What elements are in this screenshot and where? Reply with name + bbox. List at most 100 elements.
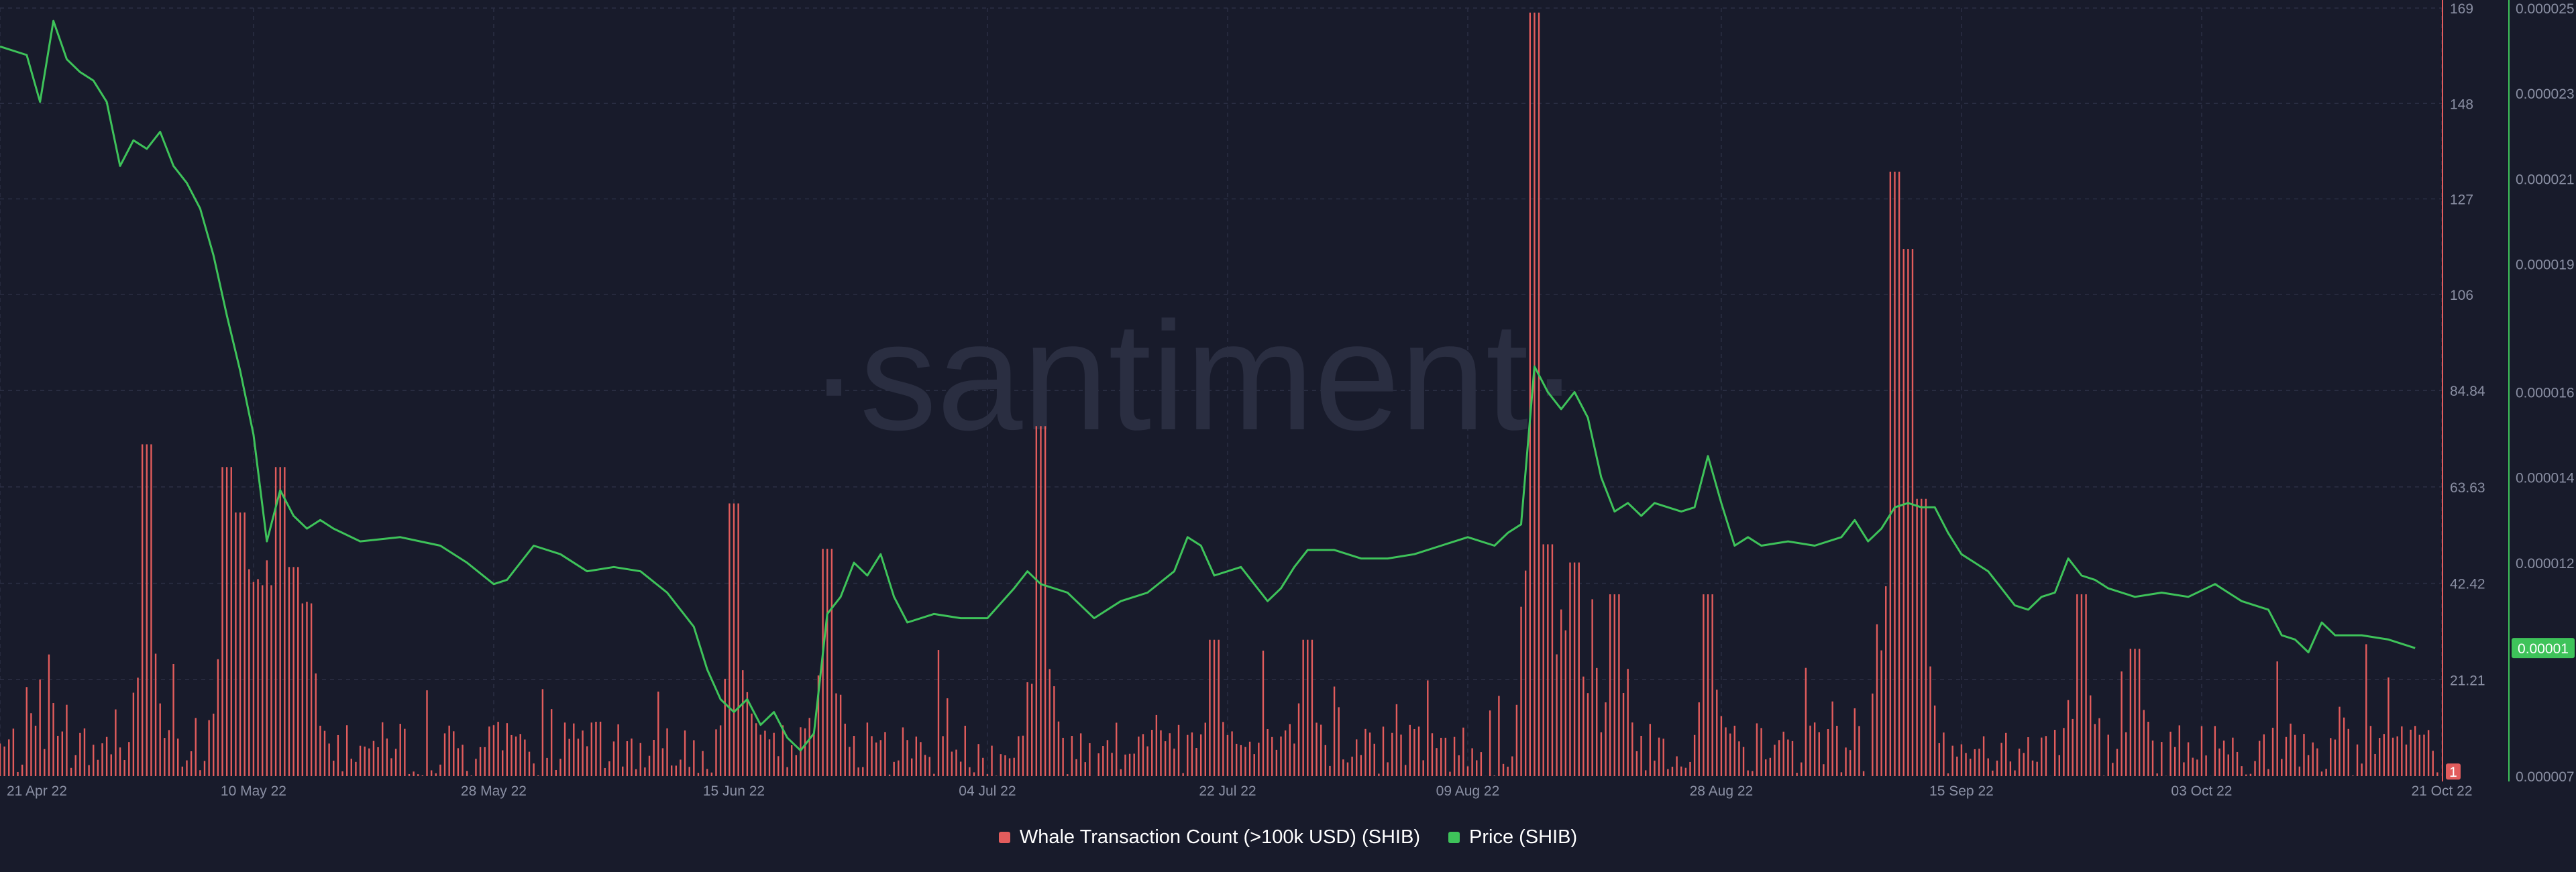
x-tick-label: 03 Oct 22 <box>2171 783 2232 799</box>
right-tick-label: 0.000025 <box>2516 1 2575 17</box>
bar <box>857 767 859 776</box>
bar <box>2161 742 2163 776</box>
bar <box>2405 744 2408 776</box>
bar <box>2347 728 2349 776</box>
bar <box>1476 760 1478 776</box>
bar <box>475 759 477 776</box>
bar <box>1618 594 1620 776</box>
bar <box>768 739 771 776</box>
bar <box>1529 12 1532 777</box>
legend-item-price[interactable]: Price (SHIB) <box>1448 826 1577 849</box>
x-tick-label: 21 Apr 22 <box>7 783 67 799</box>
bar <box>1769 757 1772 776</box>
bar <box>56 735 59 776</box>
bar <box>1938 743 1940 776</box>
bar <box>177 739 179 776</box>
bar <box>608 761 610 776</box>
bar <box>83 728 86 776</box>
bar <box>1733 725 1735 776</box>
bar <box>1667 769 1669 776</box>
bar <box>394 749 397 776</box>
bar <box>995 775 998 776</box>
bar <box>719 725 722 776</box>
bar <box>1885 586 1887 776</box>
bar <box>1360 755 1362 776</box>
bar <box>1351 757 1353 776</box>
bar <box>2285 737 2288 776</box>
bar <box>2378 738 2381 776</box>
bar <box>1738 741 1740 776</box>
bar <box>1356 739 1358 776</box>
bar <box>2325 769 2327 776</box>
bar <box>1613 594 1615 776</box>
bar <box>1515 704 1518 776</box>
bar <box>443 733 446 776</box>
bar <box>34 725 37 776</box>
right-tick-label: 0.000012 <box>2516 556 2575 571</box>
bar <box>1275 749 1278 776</box>
bar <box>688 767 690 776</box>
right-tick-label: 0.000014 <box>2516 471 2575 486</box>
legend-item-whale[interactable]: Whale Transaction Count (>100k USD) (SHI… <box>998 826 1420 849</box>
bar <box>1004 755 1006 776</box>
bar <box>306 602 308 776</box>
legend-swatch-price <box>1448 832 1460 843</box>
bar <box>724 678 726 776</box>
bar <box>0 743 1 776</box>
bar <box>1520 606 1522 776</box>
bar <box>341 771 343 776</box>
x-tick-label: 09 Aug 22 <box>1436 783 1500 799</box>
bar <box>951 751 953 776</box>
bar <box>2339 706 2341 776</box>
bar <box>1707 594 1709 776</box>
bar <box>2138 649 2141 776</box>
bar <box>2227 754 2229 776</box>
bar <box>2330 738 2332 776</box>
current-count-value: 1 <box>2449 765 2457 780</box>
bar <box>1302 639 1304 776</box>
bar <box>1449 771 1451 776</box>
bar <box>1297 703 1300 776</box>
bar <box>123 760 125 776</box>
left-tick-label: 169 <box>2450 1 2473 17</box>
legend: Whale Transaction Count (>100k USD) (SHI… <box>0 826 2576 849</box>
bar <box>1444 737 1447 776</box>
bar <box>1823 764 1825 776</box>
bar <box>497 722 499 776</box>
bar <box>617 724 619 776</box>
bar <box>1711 594 1713 776</box>
bar <box>1320 724 1322 776</box>
bar <box>2058 755 2060 776</box>
bar <box>1231 731 1233 776</box>
bar <box>1756 723 1758 776</box>
bar <box>1622 693 1625 776</box>
x-tick-label: 15 Jun 22 <box>703 783 765 799</box>
current-count-badge <box>2446 763 2461 780</box>
bar <box>2000 743 2002 776</box>
legend-label-price: Price (SHIB) <box>1469 826 1578 848</box>
bar <box>635 769 637 776</box>
bar <box>1164 741 1167 776</box>
bar <box>1858 726 1860 776</box>
bar <box>1752 771 1754 776</box>
bar <box>1480 752 1483 776</box>
bar <box>1627 669 1629 776</box>
bar <box>1524 570 1527 776</box>
bar <box>1801 762 1803 776</box>
bar <box>1644 770 1647 776</box>
bar <box>225 467 228 776</box>
bar <box>969 767 971 776</box>
bar <box>315 673 317 776</box>
bar <box>2112 763 2114 776</box>
bar <box>1044 426 1046 776</box>
bar <box>959 761 962 776</box>
bar <box>1177 724 1180 776</box>
bar <box>3 746 5 776</box>
bar <box>986 774 989 776</box>
bar <box>1071 736 1073 776</box>
bar <box>657 692 659 776</box>
bar <box>888 774 891 776</box>
bar <box>1436 748 1438 776</box>
bar <box>1111 753 1113 776</box>
bar <box>1000 754 1002 776</box>
